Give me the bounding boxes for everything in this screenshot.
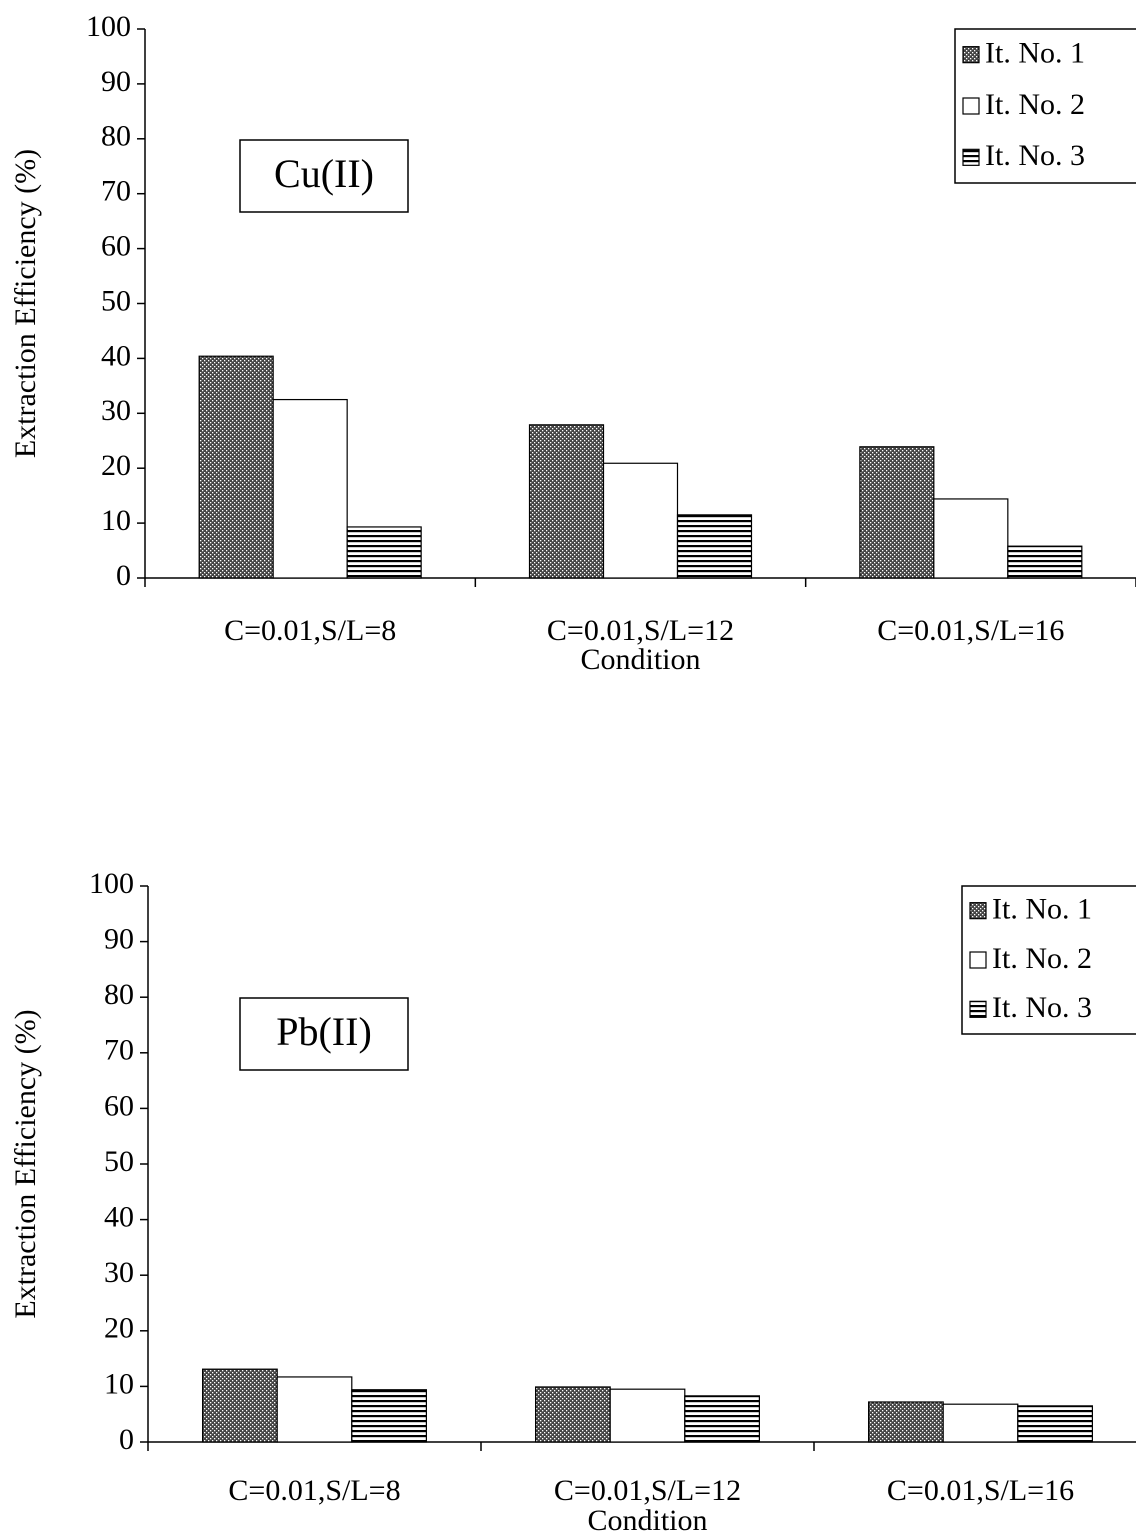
legend-swatch <box>963 149 979 165</box>
bar <box>199 356 273 578</box>
y-tick-label: 90 <box>104 922 134 955</box>
legend-swatch <box>963 98 979 114</box>
y-tick-label: 80 <box>101 120 131 153</box>
bar <box>277 1377 352 1442</box>
y-tick-label: 20 <box>101 449 131 482</box>
y-tick-label: 10 <box>104 1367 134 1400</box>
legend-swatch <box>963 47 979 63</box>
y-axis-title: Extraction Efficiency (%) <box>9 1009 42 1318</box>
y-tick-label: 40 <box>101 339 131 372</box>
bar <box>1008 546 1082 578</box>
legend-label: It. No. 3 <box>992 991 1092 1024</box>
legend-label: It. No. 2 <box>992 942 1092 975</box>
y-tick-label: 30 <box>101 394 131 427</box>
y-tick-label: 70 <box>104 1034 134 1067</box>
y-tick-label: 80 <box>104 978 134 1011</box>
bar <box>610 1389 685 1442</box>
x-tick-label: C=0.01,S/L=12 <box>554 1474 741 1507</box>
x-tick-label: C=0.01,S/L=16 <box>877 614 1064 647</box>
bar <box>604 463 678 578</box>
bar <box>677 515 751 578</box>
legend-swatch <box>970 1001 986 1017</box>
bar <box>347 527 421 578</box>
y-tick-label: 20 <box>104 1312 134 1345</box>
bar <box>943 1404 1018 1442</box>
y-tick-label: 60 <box>101 229 131 262</box>
y-tick-label: 90 <box>101 65 131 98</box>
legend-label: It. No. 2 <box>985 88 1085 121</box>
y-tick-label: 0 <box>116 559 131 592</box>
annotation: Cu(II) <box>274 151 374 196</box>
x-tick-label: C=0.01,S/L=8 <box>228 1474 400 1507</box>
bar <box>860 447 934 578</box>
bar <box>530 425 604 578</box>
bar <box>536 1387 611 1442</box>
y-tick-label: 50 <box>104 1145 134 1178</box>
bar <box>203 1369 278 1442</box>
legend-label: It. No. 1 <box>992 893 1092 926</box>
annotation: Pb(II) <box>276 1009 372 1054</box>
bar <box>273 400 347 578</box>
x-axis-title: Condition <box>587 1504 707 1537</box>
y-tick-label: 40 <box>104 1200 134 1233</box>
bar <box>934 499 1008 578</box>
y-tick-label: 100 <box>89 867 134 900</box>
y-tick-label: 50 <box>101 284 131 317</box>
bar <box>869 1402 944 1442</box>
x-tick-label: C=0.01,S/L=16 <box>887 1474 1074 1507</box>
y-tick-label: 60 <box>104 1089 134 1122</box>
y-axis-title: Extraction Efficiency (%) <box>9 149 42 458</box>
bar <box>1018 1406 1093 1442</box>
y-tick-label: 100 <box>86 10 131 43</box>
y-tick-label: 10 <box>101 504 131 537</box>
legend-swatch <box>970 903 986 919</box>
x-tick-label: C=0.01,S/L=8 <box>224 614 396 647</box>
bar <box>352 1390 427 1442</box>
figure: 0102030405060708090100C=0.01,S/L=8C=0.01… <box>0 0 1136 1537</box>
y-tick-label: 0 <box>119 1423 134 1456</box>
x-axis-title: Condition <box>580 643 700 676</box>
bar <box>685 1396 760 1442</box>
legend-swatch <box>970 952 986 968</box>
y-tick-label: 70 <box>101 175 131 208</box>
legend-label: It. No. 3 <box>985 139 1085 172</box>
legend-label: It. No. 1 <box>985 37 1085 70</box>
y-tick-label: 30 <box>104 1256 134 1289</box>
